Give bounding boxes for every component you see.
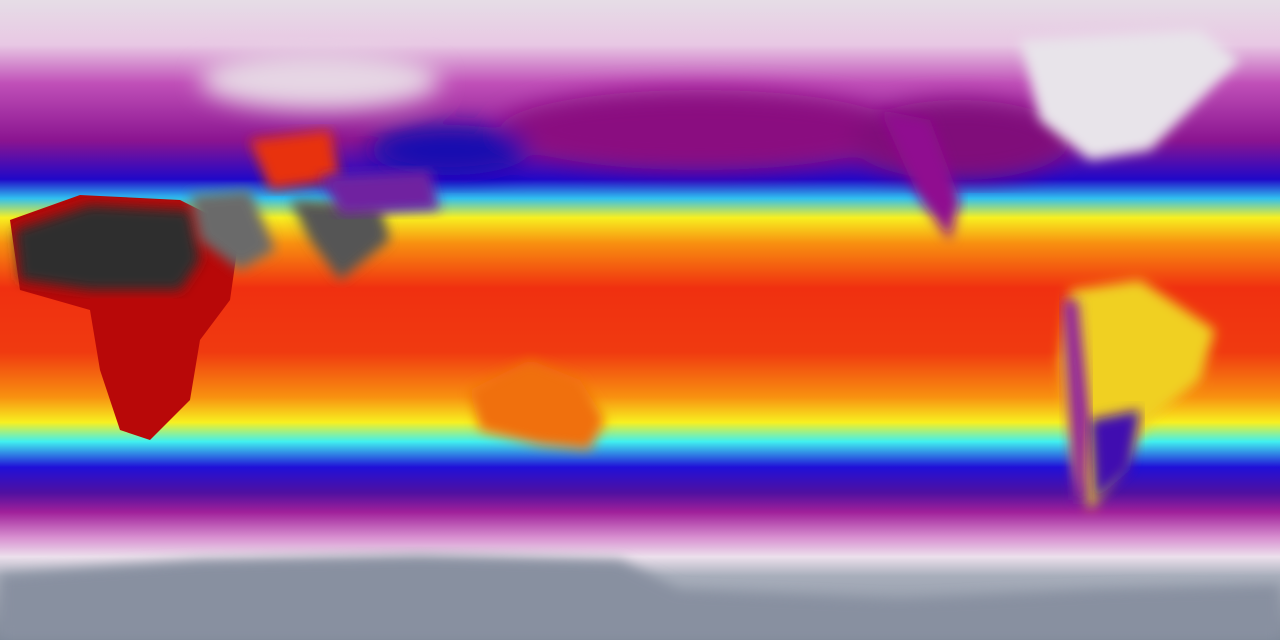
tibet [320,170,440,215]
patagonia [1090,410,1140,500]
greenland [1020,30,1240,160]
australia [470,360,605,450]
andes [1062,300,1090,500]
antarctica [0,555,1280,640]
sahara [15,205,200,290]
arabia [190,190,275,270]
north-america-west [880,110,960,240]
south-asia [290,200,390,280]
middle-east-hot [250,130,340,190]
